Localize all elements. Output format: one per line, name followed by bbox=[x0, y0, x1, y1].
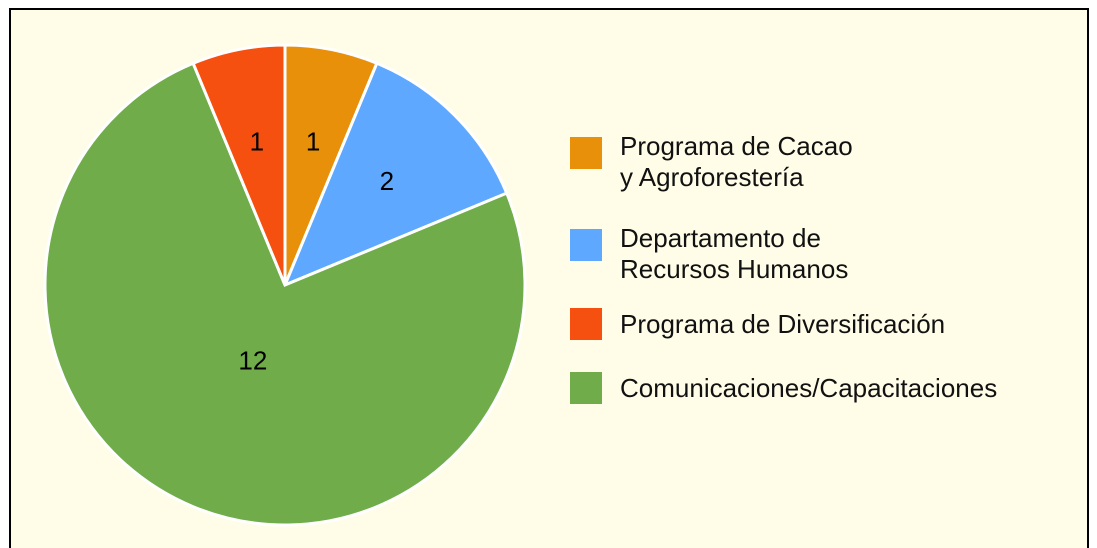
legend-swatch bbox=[570, 137, 602, 169]
slice-label: 12 bbox=[238, 345, 267, 375]
legend-label: Programa de Diversificación bbox=[620, 308, 946, 339]
legend-item: Comunicaciones/Capacitaciones bbox=[570, 372, 997, 404]
legend-label: Programa de Cacao y Agroforestería bbox=[620, 131, 853, 192]
pie-slice bbox=[43, 61, 527, 527]
legend-item: Programa de Cacao y Agroforestería bbox=[570, 131, 853, 193]
legend-swatch bbox=[570, 372, 602, 404]
legend-item: Departamento de Recursos Humanos bbox=[570, 223, 848, 285]
slice-label: 2 bbox=[380, 166, 394, 196]
pie-slice bbox=[191, 43, 287, 286]
slice-label: 1 bbox=[306, 127, 320, 157]
legend-label: Comunicaciones/Capacitaciones bbox=[620, 372, 998, 403]
legend-swatch bbox=[570, 308, 602, 340]
legend-item: Programa de Diversificación bbox=[570, 308, 945, 340]
legend-label: Departamento de Recursos Humanos bbox=[620, 223, 849, 284]
pie-slice bbox=[282, 61, 509, 288]
legend-swatch bbox=[570, 229, 602, 261]
slice-label: 1 bbox=[250, 127, 264, 157]
